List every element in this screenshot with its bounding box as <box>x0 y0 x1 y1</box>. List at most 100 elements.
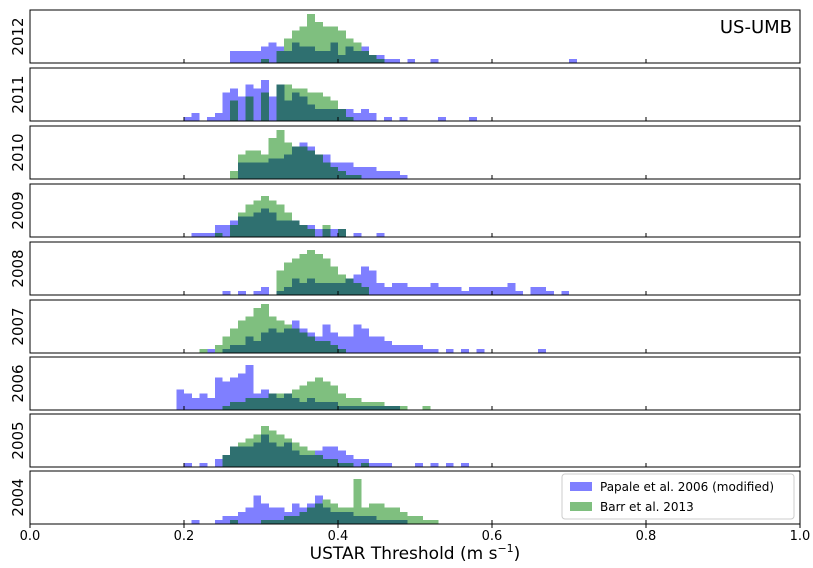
panel-frame <box>29 183 801 238</box>
papale-bar <box>561 290 570 295</box>
overlap-bar <box>276 397 285 410</box>
overlap-bar <box>299 332 308 353</box>
overlap-bar <box>314 50 323 63</box>
barr-bar <box>330 385 339 410</box>
papale-bar <box>353 112 362 121</box>
papale-bar <box>399 116 408 121</box>
barr-bar <box>237 320 246 353</box>
overlap-bar <box>361 405 369 410</box>
papale-bar <box>330 228 339 237</box>
barr-bar <box>391 507 400 524</box>
overlap-bar <box>268 393 277 410</box>
papale-bar <box>484 286 493 295</box>
papale-bar <box>391 170 400 179</box>
panel-frame <box>29 9 801 64</box>
overlap-bar <box>322 108 331 121</box>
overlap-bar <box>230 224 239 237</box>
overlap-bar <box>307 397 316 410</box>
overlap-bar <box>345 462 354 467</box>
papale-bar <box>468 286 477 295</box>
overlap-bar <box>253 340 262 353</box>
papale-bar <box>384 58 393 63</box>
overlap-bar <box>322 50 331 63</box>
overlap-bar <box>361 286 369 295</box>
papale-bar <box>415 286 423 295</box>
barr-bar <box>322 381 331 410</box>
papale-bar <box>237 290 246 295</box>
overlap-bar <box>291 515 300 524</box>
papale-bar <box>207 397 215 410</box>
overlap-bar <box>314 282 323 295</box>
legend-swatch <box>570 482 592 491</box>
papale-bar <box>376 282 385 295</box>
barr-bar <box>314 92 323 121</box>
papale-bar <box>368 336 377 353</box>
overlap-bar <box>307 336 316 353</box>
overlap-bar <box>276 519 285 524</box>
papale-bar <box>345 336 354 353</box>
overlap-bar <box>245 162 254 179</box>
x-axis: 0.0 0.2 0.4 0.6 0.8 1.0 <box>20 524 810 544</box>
papale-bar <box>338 162 346 179</box>
overlap-bar <box>376 519 385 524</box>
panel-frame <box>29 299 801 354</box>
overlap-bar <box>353 174 362 179</box>
x-axis-label-main: USTAR Threshold (m s <box>310 544 498 564</box>
overlap-bar <box>338 405 346 410</box>
barr-bar <box>376 503 385 524</box>
papale-bar <box>207 232 215 237</box>
papale-bar <box>345 162 354 179</box>
panel-year-label: 2011 <box>9 75 27 113</box>
overlap-bar <box>237 162 246 179</box>
x-tick-label: 0.2 <box>174 529 195 544</box>
overlap-bar <box>284 50 292 63</box>
overlap-bar <box>299 224 308 237</box>
overlap-bar <box>230 519 239 524</box>
papale-bar <box>391 58 400 63</box>
overlap-bar <box>307 150 316 179</box>
papale-bar <box>368 270 377 295</box>
overlap-bar <box>399 519 408 524</box>
papale-bar <box>461 462 470 467</box>
overlap-bar <box>376 405 385 410</box>
papale-bar <box>361 108 369 121</box>
overlap-bar <box>261 519 269 524</box>
papale-bar <box>338 336 346 353</box>
barr-bar <box>415 515 423 524</box>
overlap-bar <box>253 212 262 237</box>
x-tick-label: 0.6 <box>482 529 503 544</box>
overlap-bar <box>338 282 346 295</box>
legend: Papale et al. 2006 (modified) Barr et al.… <box>561 473 795 520</box>
panel-year-label: 2008 <box>9 249 27 287</box>
overlap-bar <box>314 154 323 179</box>
legend-swatch <box>570 502 592 511</box>
panel-frame <box>29 413 801 468</box>
legend-box <box>561 473 795 520</box>
overlap-bar <box>314 108 323 121</box>
panel-frame <box>29 470 801 525</box>
papale-bar <box>499 286 508 295</box>
overlap-bar <box>330 108 339 121</box>
papale-bar <box>214 377 223 410</box>
overlap-bar <box>322 228 331 237</box>
overlap-bar <box>368 515 377 524</box>
overlap-bar <box>338 54 346 63</box>
barr-bar <box>253 308 262 353</box>
barr-bar <box>384 507 393 524</box>
overlap-bar <box>261 58 269 63</box>
panels: 2012 US-UMB 2011 2010 2009 2008 2007 2006 2005 20… <box>9 9 801 525</box>
barr-bar <box>338 30 346 64</box>
papale-bar <box>253 88 262 121</box>
barr-bar <box>407 515 416 524</box>
overlap-bar <box>261 208 269 237</box>
barr-bar <box>338 393 346 410</box>
papale-bar <box>376 170 385 179</box>
papale-bar <box>261 503 269 524</box>
papale-bar <box>214 519 223 524</box>
papale-bar <box>199 232 208 237</box>
overlap-bar <box>299 96 308 121</box>
barr-bar <box>299 26 308 64</box>
overlap-bar <box>361 50 369 63</box>
overlap-bar <box>276 84 285 121</box>
panel-2009: 2009 <box>9 183 801 238</box>
